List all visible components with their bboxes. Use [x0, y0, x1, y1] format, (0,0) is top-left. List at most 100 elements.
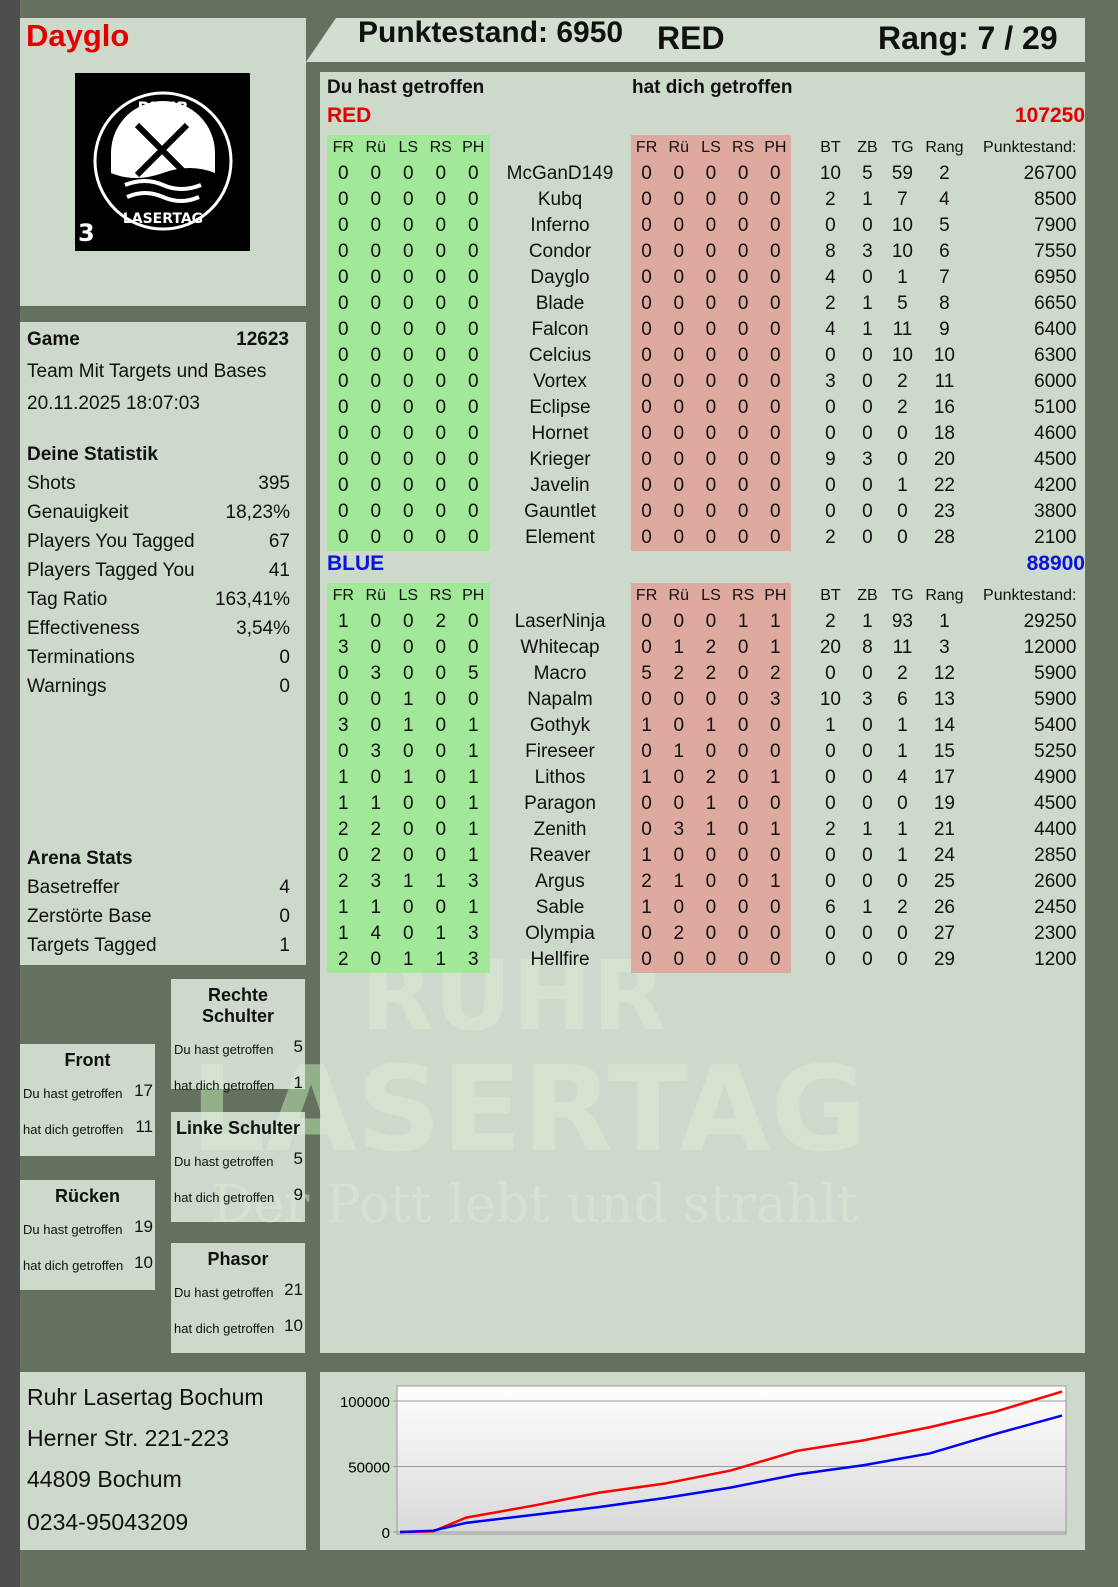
- stat-value: 0: [279, 647, 290, 668]
- body-part-linke-schulter: Linke Schulter Du hast getroffen 5 hat dich…: [171, 1112, 305, 1222]
- table-cell: 0: [727, 499, 760, 525]
- column-header: [490, 583, 631, 609]
- column-header: PH: [457, 135, 490, 161]
- table-cell: 0: [825, 345, 836, 366]
- column-header: FR: [630, 135, 663, 161]
- table-cell: 0: [630, 635, 663, 661]
- table-cell: 12: [933, 663, 955, 684]
- table-cell: [791, 473, 810, 499]
- table-cell: 1: [897, 741, 908, 762]
- table-cell: 0: [630, 395, 663, 421]
- player-name-cell: Reaver: [529, 845, 591, 866]
- table-cell: 0: [727, 447, 760, 473]
- table-cell: 0: [424, 635, 457, 661]
- table-cell: 1: [457, 713, 490, 739]
- team-table: FR Rü LS RS PH FR Rü LS RS PH BT ZB TG Rang Punktestan…: [327, 583, 1076, 973]
- table-cell: 0: [759, 843, 792, 869]
- you-hit-row: Du hast getroffen 17: [20, 1081, 155, 1101]
- table-cell: 6000: [1034, 371, 1077, 392]
- player-name-cell: Dayglo: [530, 267, 590, 288]
- table-cell: 0: [424, 739, 457, 765]
- table-cell: 0: [424, 499, 457, 525]
- table-cell: 0: [392, 369, 425, 395]
- column-header: Rü: [359, 135, 392, 161]
- table-cell: 0: [630, 687, 663, 713]
- table-cell: 1: [630, 765, 663, 791]
- table-cell: 0: [759, 343, 792, 369]
- table-cell: 0: [862, 715, 873, 736]
- table-cell: 0: [759, 161, 792, 187]
- table-cell: 0: [727, 265, 760, 291]
- column-header: Rü: [359, 583, 392, 609]
- table-cell: 0: [424, 161, 457, 187]
- table-cell: 0: [392, 161, 425, 187]
- left-strip: [0, 0, 20, 1587]
- body-part-front: Front Du hast getroffen 17 hat dich getroff…: [20, 1044, 155, 1156]
- table-cell: 0: [327, 739, 360, 765]
- table-cell: 0: [424, 265, 457, 291]
- svg-text:LASERTAG: LASERTAG: [123, 211, 203, 227]
- table-cell: 0: [392, 609, 425, 635]
- table-cell: 5400: [1034, 715, 1077, 736]
- table-cell: 0: [825, 397, 836, 418]
- table-cell: 0: [327, 661, 360, 687]
- table-cell: 0: [825, 215, 836, 236]
- table-cell: 1: [694, 791, 728, 817]
- table-cell: 0: [759, 713, 792, 739]
- table-cell: 1: [897, 475, 908, 496]
- table-cell: 0: [862, 501, 873, 522]
- table-cell: 0: [327, 239, 360, 265]
- table-cell: 0: [392, 921, 425, 947]
- table-cell: 0: [662, 239, 695, 265]
- table-cell: 59: [891, 163, 913, 184]
- table-cell: 0: [727, 473, 760, 499]
- svg-text:RUHR: RUHR: [137, 98, 188, 117]
- table-cell: 1: [327, 921, 360, 947]
- svg-text:3: 3: [78, 219, 95, 247]
- table-cell: 1: [759, 635, 792, 661]
- column-header: [791, 135, 810, 161]
- table-cell: 0: [327, 447, 360, 473]
- table-cell: 0: [327, 499, 360, 525]
- column-header: LS: [392, 583, 425, 609]
- table-cell: 4: [939, 189, 950, 210]
- hit-you-value: 11: [135, 1117, 153, 1136]
- table-cell: 3: [862, 689, 873, 710]
- player-name-cell: Vortex: [533, 371, 587, 392]
- table-cell: [791, 843, 810, 869]
- table-cell: 0: [727, 187, 760, 213]
- stat-label: Targets Tagged: [27, 935, 157, 956]
- table-cell: 0: [694, 291, 728, 317]
- column-header: ZB: [857, 587, 878, 604]
- hit-you-value: 9: [293, 1185, 303, 1204]
- table-cell: 2: [327, 947, 360, 973]
- table-cell: [791, 447, 810, 473]
- table-cell: 11: [892, 637, 913, 658]
- table-cell: 1: [630, 713, 663, 739]
- table-cell: 0: [424, 817, 457, 843]
- table-cell: 0: [727, 739, 760, 765]
- hit-you-row: hat dich getroffen 10: [20, 1253, 155, 1273]
- table-cell: 20: [933, 449, 955, 470]
- stat-row: Genauigkeit 18,23%: [27, 502, 290, 524]
- team-name: RED: [327, 104, 372, 127]
- game-label: Game: [27, 329, 80, 350]
- table-cell: 8: [862, 637, 873, 658]
- table-cell: [791, 161, 810, 187]
- address-city: 44809 Bochum: [27, 1466, 182, 1492]
- table-cell: 0: [759, 739, 792, 765]
- table-cell: 2: [662, 921, 695, 947]
- table-cell: 2600: [1034, 871, 1077, 892]
- stat-label: Basetreffer: [27, 877, 120, 898]
- table-cell: 0: [457, 395, 490, 421]
- player-name-cell: Macro: [533, 663, 587, 684]
- table-cell: 0: [727, 895, 760, 921]
- table-cell: 0: [457, 161, 490, 187]
- table-cell: [791, 609, 810, 635]
- table-cell: 0: [759, 947, 792, 973]
- stat-value: 41: [268, 560, 290, 581]
- table-cell: 0: [862, 871, 873, 892]
- stat-value: 0: [279, 906, 290, 927]
- address-name: Ruhr Lasertag Bochum: [27, 1384, 264, 1410]
- column-header: [490, 135, 631, 161]
